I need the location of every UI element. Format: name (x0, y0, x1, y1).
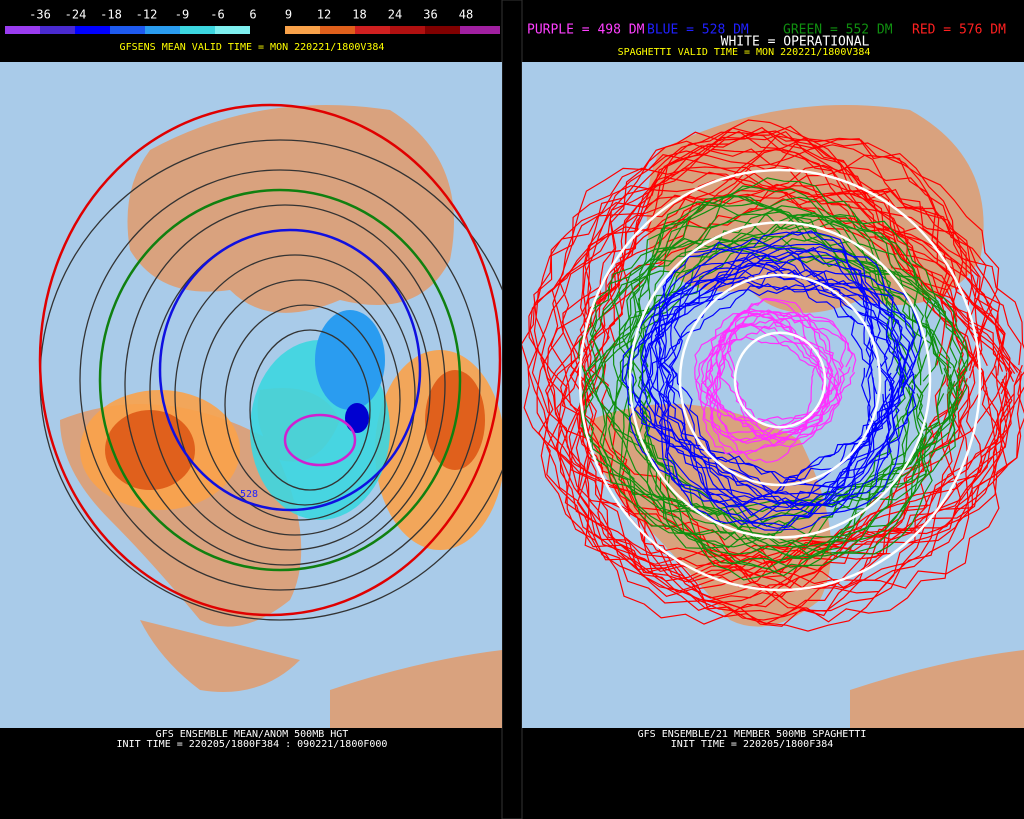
contour (699, 308, 830, 434)
contour (654, 247, 903, 508)
contour (527, 138, 965, 594)
divider (501, 0, 523, 819)
contour (643, 276, 909, 528)
contour (650, 278, 911, 529)
colorbar-label: -12 (136, 8, 158, 22)
legend-entry: RED = 576 DM (912, 23, 1006, 38)
contour (649, 255, 900, 515)
contour (536, 135, 983, 585)
contour (633, 204, 965, 556)
footer-line: INIT TIME = 220205/1800F384 (671, 739, 834, 750)
legend-entry: PURPLE = 498 DM (527, 23, 645, 38)
contour (654, 269, 917, 521)
colorbar-label: 9 (285, 8, 292, 22)
colorbar-label: -6 (210, 8, 224, 22)
contour (626, 247, 878, 509)
colorbar (5, 26, 500, 34)
contour (621, 243, 874, 496)
contour (715, 313, 846, 442)
colorbar-label: -18 (100, 8, 122, 22)
colorbar-label: 36 (423, 8, 437, 22)
contour (694, 311, 821, 442)
colorbar-label: -36 (29, 8, 51, 22)
contour (522, 137, 956, 589)
contour (640, 282, 901, 531)
operational-contour (578, 168, 982, 592)
valid-time: GFSENS MEAN VALID TIME = MON 220221/1800… (120, 42, 385, 53)
contour (666, 261, 917, 524)
contour (559, 127, 1012, 577)
contour (612, 240, 958, 581)
operational-note: WHITE = OPERATIONAL (721, 35, 870, 50)
operational-contour (733, 331, 827, 429)
contour (550, 154, 1000, 612)
contour (711, 324, 841, 456)
contour (638, 230, 894, 488)
contour (715, 311, 841, 445)
colorbar-label: 12 (317, 8, 331, 22)
contour (628, 254, 892, 508)
footer-line: GFS ENSEMBLE/21 MEMBER 500MB SPAGHETTI (638, 729, 867, 740)
contour (551, 154, 1001, 604)
operational-contour (628, 221, 932, 539)
legend-entry: GREEN = 552 DM (783, 23, 893, 38)
contour (570, 130, 1024, 583)
legend-entry: BLUE = 528 DM (647, 23, 749, 38)
valid-time: SPAGHETTI VALID TIME = MON 220221/1800V3… (618, 47, 871, 58)
footer-line: GFS ENSEMBLE MEAN/ANOM 500MB HGT (156, 729, 349, 740)
contour (705, 317, 832, 448)
contour (621, 201, 960, 549)
footer-line: INIT TIME = 220205/1800F384 : 090221/180… (117, 739, 388, 750)
contour (546, 166, 976, 623)
operational-contour (678, 273, 882, 487)
contour (528, 183, 981, 627)
colorbar-label: 18 (352, 8, 366, 22)
contour (579, 205, 924, 548)
contour (658, 241, 906, 507)
contour (555, 131, 1008, 582)
contour (663, 262, 923, 513)
right-map (522, 62, 1024, 728)
contour (586, 130, 1023, 590)
contour (579, 171, 1024, 625)
colorbar-label: 6 (249, 8, 256, 22)
contour (695, 298, 826, 428)
contour (706, 309, 834, 441)
left-map: 528 (0, 62, 502, 728)
colorbar-label: 48 (459, 8, 473, 22)
contour-label: 528 (240, 489, 258, 500)
colorbar-label: -24 (65, 8, 87, 22)
colorbar-label: -9 (175, 8, 189, 22)
colorbar-label: 24 (388, 8, 402, 22)
